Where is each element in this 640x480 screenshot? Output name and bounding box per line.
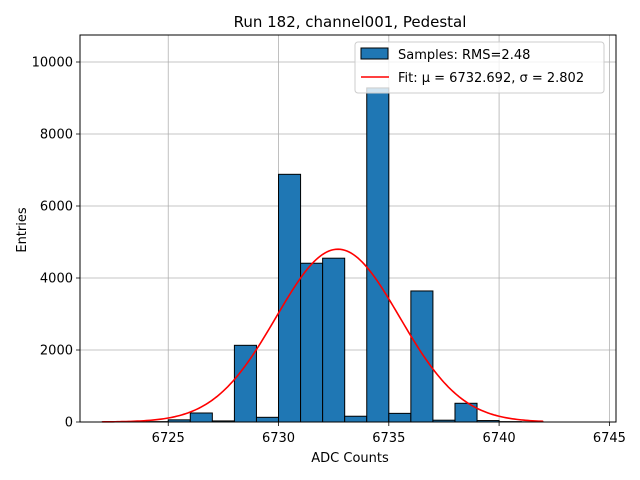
y-tick-label: 6000 <box>40 200 73 215</box>
x-axis-ticks: 6725 6730 6735 6740 6745 <box>152 422 626 446</box>
plot-frame <box>79 34 617 423</box>
x-tick-label: 6730 <box>262 431 295 446</box>
fit-curve-layer <box>102 248 544 423</box>
y-axis-label: Entries <box>15 207 30 253</box>
x-tick-label: 6725 <box>152 431 185 446</box>
x-axis-label: ADC Counts <box>311 451 389 466</box>
y-tick-label: 2000 <box>40 344 73 359</box>
legend-box <box>354 41 605 94</box>
legend-histogram-label: Samples: RMS=2.48 <box>398 48 530 63</box>
histogram-bar <box>300 262 324 423</box>
histogram-bar <box>278 173 302 423</box>
x-tick-label: 6745 <box>593 431 626 446</box>
legend: Samples: RMS=2.48 Fit: μ = 6732.692, σ =… <box>354 41 605 94</box>
y-tick-label: 8000 <box>40 128 73 143</box>
y-axis-ticks: 0 2000 4000 6000 8000 10000 <box>32 56 80 431</box>
histogram-bar <box>388 412 412 423</box>
histogram-bar <box>322 257 346 423</box>
histogram-bar <box>366 87 390 423</box>
histogram-bar <box>344 415 368 423</box>
chart-title: Run 182, channel001, Pedestal <box>234 13 467 31</box>
x-tick-label: 6740 <box>483 431 516 446</box>
gaussian-fit-curve <box>102 248 544 423</box>
legend-histogram-swatch <box>360 47 389 60</box>
histogram-bar <box>255 416 280 423</box>
histogram-bar <box>410 290 434 423</box>
x-tick-label: 6735 <box>372 431 405 446</box>
histogram-bar <box>233 344 257 423</box>
y-tick-label: 4000 <box>40 272 73 287</box>
y-tick-label: 10000 <box>32 56 73 71</box>
legend-fit-label: Fit: μ = 6732.692, σ = 2.802 <box>398 71 584 86</box>
y-tick-label: 0 <box>65 416 73 431</box>
histogram-bar <box>189 412 213 423</box>
